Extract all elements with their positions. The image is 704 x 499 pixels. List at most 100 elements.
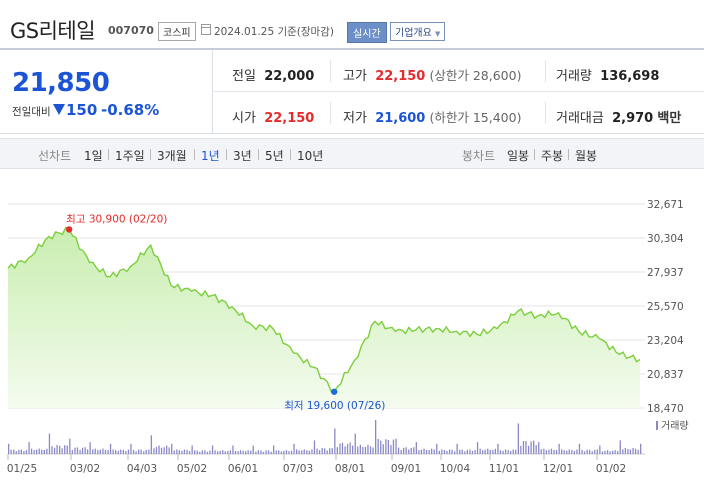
volume-bar <box>171 443 173 454</box>
volume-bar <box>160 447 163 454</box>
volume-bar <box>326 450 328 454</box>
volume-bar <box>308 450 310 454</box>
volume-bar <box>84 447 86 454</box>
volume-bar <box>558 443 560 454</box>
volume-bar <box>553 449 555 454</box>
y-tick-label: 20,837 <box>647 369 684 381</box>
prev-close-value: 22,000 <box>264 69 315 84</box>
tab-period-1y[interactable]: 1년 <box>201 149 220 163</box>
tab-period-3y[interactable]: 3년 <box>233 149 252 163</box>
volume-bar <box>127 449 130 454</box>
volume-bar <box>99 449 101 454</box>
volume-bar <box>260 450 262 454</box>
volume-bar <box>441 449 443 454</box>
trade-amount-unit: 백만 <box>657 111 682 126</box>
volume-bar <box>270 451 272 454</box>
volume-bar <box>634 448 637 454</box>
chevron-down-icon: ▼ <box>435 30 441 38</box>
volume-bar <box>545 450 547 454</box>
tab-candle-daily[interactable]: 일봉 <box>507 149 530 163</box>
volume-bar <box>464 451 466 454</box>
volume-bar <box>115 450 117 454</box>
volume-bar <box>527 445 530 454</box>
volume-bar <box>28 442 30 454</box>
volume-bar <box>234 451 237 454</box>
x-tick-label: 07/03 <box>283 463 313 475</box>
tab-period-10y[interactable]: 10년 <box>297 149 324 163</box>
volume-bar <box>43 450 45 454</box>
volume-bar <box>296 449 298 454</box>
lower-limit: (하한가 15,400) <box>429 110 522 125</box>
volume-bar <box>13 449 15 454</box>
as-of-date: 2024.01.25 기준(장마감) <box>214 26 334 38</box>
volume-bar <box>609 451 611 454</box>
volume-bar <box>606 450 609 454</box>
volume-bar <box>232 445 234 454</box>
tab-divider <box>150 149 151 160</box>
y-tick-label: 25,570 <box>647 301 684 313</box>
realtime-button[interactable]: 실시간 <box>347 22 387 43</box>
volume-bar <box>375 420 377 454</box>
high-annotation: 최고 30,900 (02/20) <box>66 213 167 225</box>
tab-period-1w[interactable]: 1주일 <box>115 149 145 163</box>
volume-bar <box>285 450 288 454</box>
volume-bar <box>92 449 94 454</box>
company-overview-button[interactable]: 기업개요 ▼ <box>390 22 446 41</box>
volume-bar <box>104 449 107 454</box>
volume-label: 거래량 <box>556 69 592 84</box>
volume-bar <box>229 450 231 454</box>
volume-bar <box>535 445 537 454</box>
volume-bar <box>306 450 308 454</box>
trade-amount-label: 거래대금 <box>556 111 604 126</box>
change-percent: -0.68% <box>101 101 160 119</box>
low-label: 저가 <box>343 111 367 126</box>
volume-bar <box>267 450 270 454</box>
volume-bar <box>540 449 542 454</box>
volume-bar <box>352 445 354 454</box>
volume-bar <box>71 450 73 454</box>
volume-bar <box>59 445 61 454</box>
tab-candle-monthly[interactable]: 월봉 <box>575 149 598 163</box>
volume-bar <box>405 447 407 454</box>
volume-bar <box>196 450 198 454</box>
volume-bar <box>392 439 395 454</box>
x-tick-label: 08/01 <box>335 463 365 475</box>
volume-bar <box>403 447 405 454</box>
x-tick-label: 03/02 <box>70 463 100 475</box>
volume-bar <box>331 448 333 454</box>
y-axis-ticks: 32,671 30,304 27,937 25,570 23,204 20,837 18,4… <box>647 199 684 415</box>
low-value: 21,600 <box>375 111 426 126</box>
volume-value: 136,698 <box>600 69 660 84</box>
volume-bar <box>140 449 142 454</box>
volume-bar <box>364 447 367 454</box>
volume-bar <box>206 451 209 454</box>
tab-divider <box>568 149 569 160</box>
tab-period-3m[interactable]: 3개월 <box>157 149 187 163</box>
volume-bar <box>64 445 66 454</box>
volume-bar <box>346 444 349 454</box>
volume-bar <box>194 450 196 454</box>
chart-annotations: 최고 30,900 (02/20) 최저 19,600 (07/26) <box>65 213 385 412</box>
volume-bar <box>446 451 448 454</box>
volume-bar <box>604 450 606 454</box>
volume-bar <box>214 450 216 454</box>
volume-bar <box>245 451 247 454</box>
volume-bar <box>629 449 632 454</box>
volume-bar <box>252 445 254 454</box>
volume-bar <box>290 450 293 454</box>
volume-bar <box>48 433 51 454</box>
volume-bar <box>283 450 285 454</box>
price-chart[interactable]: 32,671 30,304 27,937 25,570 23,204 20,837 18,4… <box>0 170 704 499</box>
volume-bar <box>329 448 331 454</box>
volume-bar <box>219 450 221 454</box>
volume-bar <box>262 451 265 454</box>
volume-bar <box>510 451 512 454</box>
tab-period-1d[interactable]: 1일 <box>84 149 103 163</box>
volume-bar <box>130 443 132 454</box>
high-marker <box>65 226 73 233</box>
tab-period-5y[interactable]: 5년 <box>265 149 284 163</box>
x-tick-label: 01/02 <box>596 463 626 475</box>
volume-bar <box>624 447 626 454</box>
volume-bar <box>617 451 619 454</box>
tab-candle-weekly[interactable]: 주봉 <box>541 149 564 163</box>
